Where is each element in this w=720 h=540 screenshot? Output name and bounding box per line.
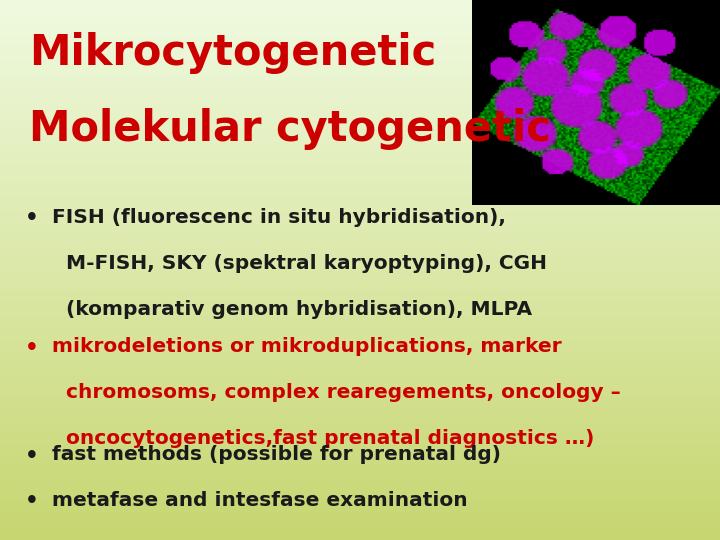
Text: mikrodeletions or mikroduplications, marker: mikrodeletions or mikroduplications, mar… [52, 338, 562, 356]
Text: •: • [25, 446, 39, 465]
Text: chromosoms, complex rearegements, oncology –: chromosoms, complex rearegements, oncolo… [52, 383, 621, 402]
Text: •: • [25, 208, 39, 228]
Text: Molekular cytogenetic: Molekular cytogenetic [29, 108, 551, 150]
Text: Mikrocytogenetic: Mikrocytogenetic [29, 32, 436, 75]
Text: (komparativ genom hybridisation), MLPA: (komparativ genom hybridisation), MLPA [52, 300, 532, 319]
Text: oncocytogenetics,fast prenatal diagnostics …): oncocytogenetics,fast prenatal diagnosti… [52, 429, 594, 448]
Text: •: • [25, 491, 39, 511]
Text: fast methods (possible for prenatal dg): fast methods (possible for prenatal dg) [52, 446, 501, 464]
Text: •: • [25, 338, 39, 357]
Text: metafase and intesfase examination: metafase and intesfase examination [52, 491, 467, 510]
Text: M-FISH, SKY (spektral karyoptyping), CGH: M-FISH, SKY (spektral karyoptyping), CGH [52, 254, 547, 273]
Text: FISH (fluorescenc in situ hybridisation),: FISH (fluorescenc in situ hybridisation)… [52, 208, 505, 227]
